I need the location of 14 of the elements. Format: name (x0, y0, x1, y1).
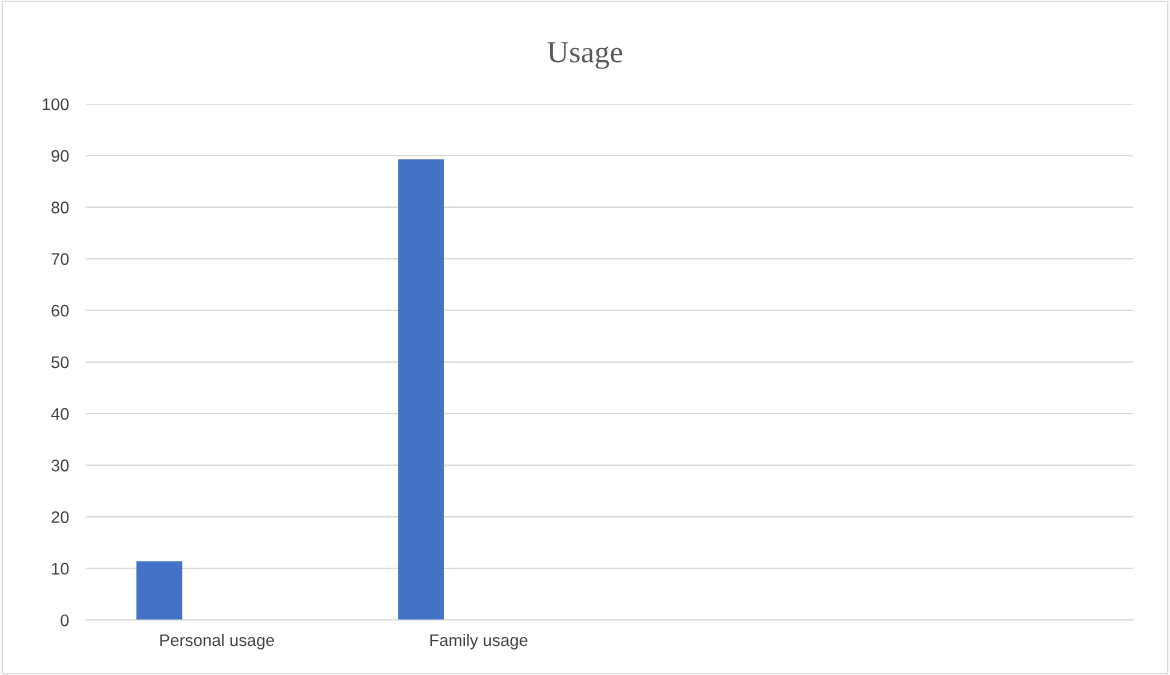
y-tick-label: 20 (51, 511, 69, 523)
chart-title: Usage (547, 42, 623, 69)
y-tick-label: 40 (51, 408, 69, 420)
y-tick-label: 10 (52, 562, 69, 575)
x-tick-label: Personal usage (160, 633, 275, 650)
y-tick-label: 90 (51, 150, 69, 162)
y-tick-label: 70 (51, 253, 69, 265)
y-tick-label: 100 (42, 98, 69, 111)
y-tick-label: 80 (51, 201, 69, 214)
y-tick-label: 50 (51, 356, 69, 369)
x-tick-label: Family usage (430, 633, 528, 650)
y-tick-label: 60 (51, 304, 69, 317)
y-tick-label: 0 (60, 614, 69, 627)
y-tick-label: 30 (51, 459, 69, 472)
